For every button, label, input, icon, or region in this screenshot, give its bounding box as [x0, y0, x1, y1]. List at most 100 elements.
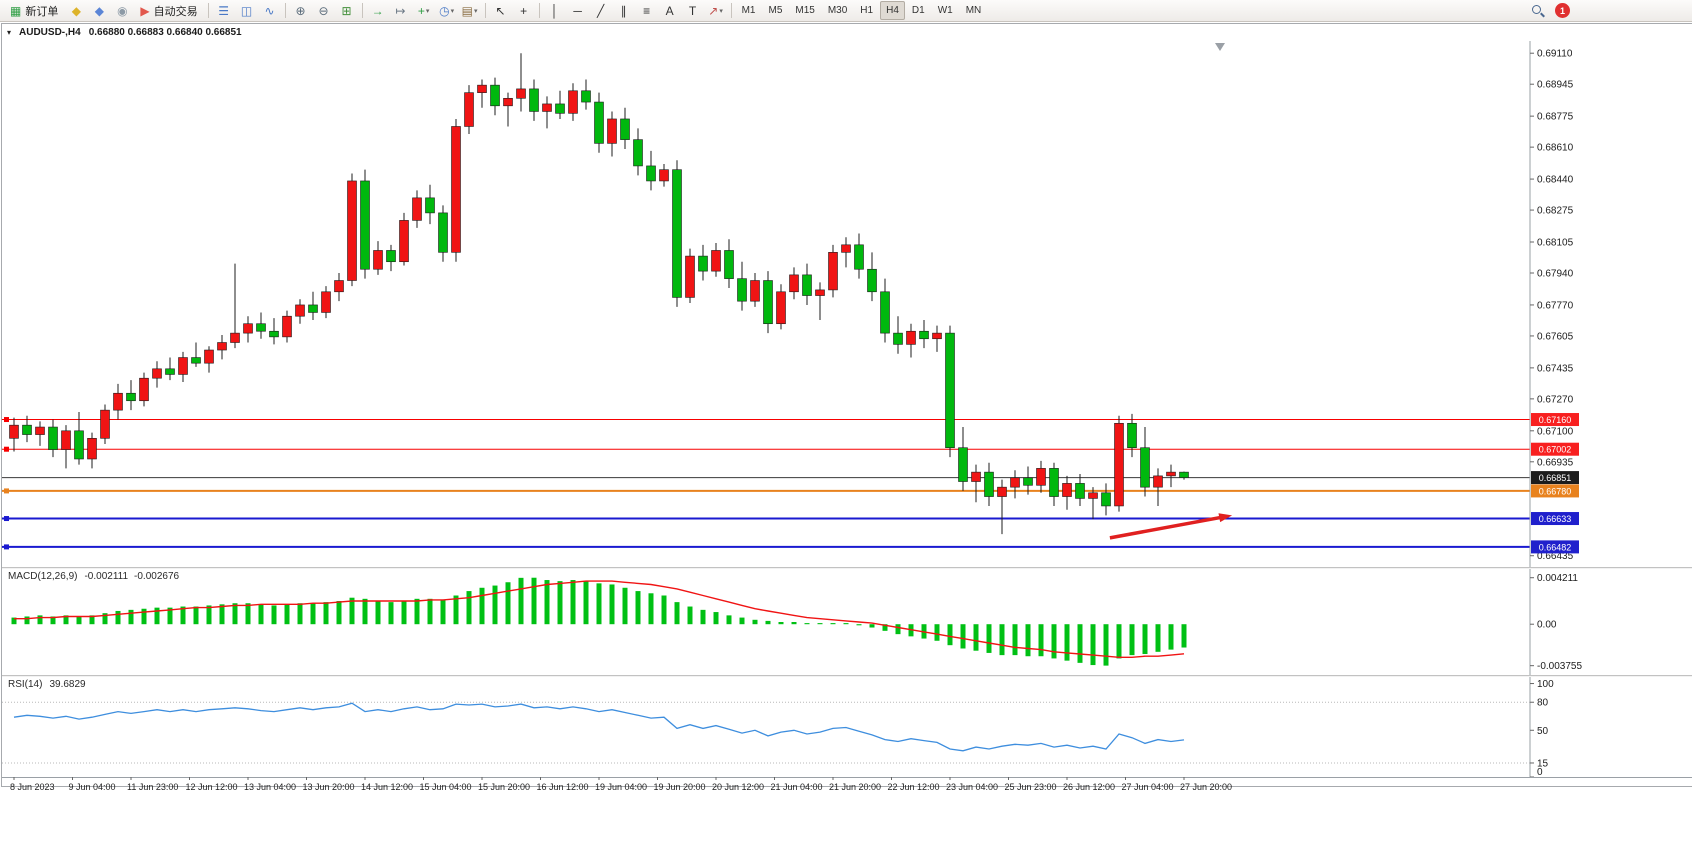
- candle-body: [360, 180, 370, 270]
- macd-bar: [947, 624, 953, 646]
- macd-bar: [115, 610, 121, 625]
- timeframe-h1[interactable]: H1: [860, 5, 874, 16]
- time-label: 19 Jun 20:00: [654, 782, 706, 792]
- macd-bar: [544, 580, 550, 625]
- periods-icon-glyph-icon: ◷: [439, 3, 450, 18]
- time-label: 11 Jun 23:00: [127, 782, 178, 792]
- metaeditor-icon[interactable]: ◆: [88, 1, 110, 21]
- channel-icon-glyph-icon: ∥: [620, 3, 627, 18]
- svg-text:0.67160: 0.67160: [1539, 415, 1572, 425]
- macd-bar: [219, 604, 225, 625]
- macd-panel: MACD(12,26,9) -0.002111 -0.002676 0.004211…: [2, 569, 1692, 675]
- candle-body: [568, 90, 578, 114]
- macd-bar: [713, 612, 719, 625]
- periods-icon[interactable]: ◷ ▾: [436, 1, 458, 21]
- horizontal-line-icon[interactable]: ─: [567, 1, 589, 21]
- timeframe-d1[interactable]: D1: [911, 5, 925, 16]
- arrows-icon[interactable]: ↗ ▾: [705, 1, 727, 21]
- annotation-arrow[interactable]: [1109, 514, 1227, 540]
- text-icon[interactable]: A: [659, 1, 681, 21]
- window-menu-icon[interactable]: ▾: [7, 28, 12, 37]
- candle-body: [776, 291, 786, 325]
- macd-histogram: [11, 577, 1187, 666]
- fibonacci-icon[interactable]: ≡: [636, 1, 658, 21]
- macd-bar: [440, 599, 446, 625]
- candlestick-chart-icon-glyph-icon: ◫: [240, 3, 253, 18]
- auto-trading-button[interactable]: ▶ 自动交易: [134, 1, 203, 21]
- time-label: 21 Jun 20:00: [829, 782, 881, 792]
- line-chart-icon[interactable]: ∿: [259, 1, 281, 21]
- resistance-line-lower-anchor[interactable]: [4, 446, 9, 452]
- price-chart[interactable]: 0.69110 0.68945 0.68775 0.68610 0.68440 0.682…: [2, 41, 1692, 567]
- support-line-orange-anchor[interactable]: [4, 488, 9, 494]
- timeframe-w1[interactable]: W1: [937, 5, 953, 16]
- price-tick-label: 0.68775: [1537, 112, 1574, 123]
- macd-bar: [661, 595, 667, 625]
- macd-bar: [869, 624, 875, 628]
- auto-scroll-icon[interactable]: →: [367, 1, 389, 21]
- macd-bar: [986, 624, 992, 653]
- timeframe-m1[interactable]: M1: [741, 5, 756, 16]
- timeframe-m15[interactable]: M15: [795, 5, 815, 16]
- zoom-out-icon[interactable]: ⊖: [313, 1, 335, 21]
- rsi-chart[interactable]: 100 80 50 150: [2, 677, 1692, 777]
- vertical-line-icon[interactable]: │: [544, 1, 566, 21]
- trendline-icon-glyph-icon: ╱: [596, 3, 605, 18]
- candle-body: [802, 274, 812, 296]
- zoom-out-icon-glyph-icon: ⊖: [318, 3, 329, 18]
- templates-icon[interactable]: ▤ ▾: [459, 1, 481, 21]
- support-line-blue-upper-anchor[interactable]: [4, 516, 9, 522]
- timeframe-h4[interactable]: H4: [880, 1, 905, 20]
- trendline-icon[interactable]: ╱: [590, 1, 612, 21]
- candle-body: [412, 197, 422, 221]
- chart-shift-icon[interactable]: ↦: [390, 1, 412, 21]
- indicators-icon[interactable]: + ▾: [413, 1, 435, 21]
- timeframe-m30[interactable]: M30: [827, 5, 848, 16]
- new-order-glyph-icon: ▦: [10, 3, 22, 18]
- candle-body: [1049, 468, 1059, 497]
- macd-chart[interactable]: 0.004211 0.00 -0.003755: [2, 569, 1692, 675]
- chevron-down-icon: ▾: [425, 7, 430, 15]
- crosshair-icon[interactable]: +: [513, 1, 535, 21]
- bar-chart-icon[interactable]: ☰: [213, 1, 235, 21]
- channel-icon[interactable]: ∥: [613, 1, 635, 21]
- candle-body: [1088, 492, 1098, 499]
- support-line-blue-lower-anchor[interactable]: [4, 544, 9, 550]
- panel-divider-macd[interactable]: [2, 567, 1692, 569]
- price-tick-label: 0.67605: [1537, 331, 1574, 342]
- cursor-icon[interactable]: ↖: [490, 1, 512, 21]
- macd-bar: [1155, 624, 1161, 652]
- resistance-line-lower-badge: 0.67002: [1531, 442, 1579, 456]
- candlestick-chart-icon[interactable]: ◫: [236, 1, 258, 21]
- macd-bar: [843, 623, 849, 625]
- macd-bar: [1012, 624, 1018, 656]
- toolbar-separator: [484, 3, 486, 18]
- notification-badge[interactable]: 1: [1555, 3, 1570, 18]
- new-order-button[interactable]: ▦ 新订单: [4, 1, 64, 21]
- search-icon[interactable]: [1531, 4, 1545, 18]
- candle-body: [152, 368, 162, 379]
- candle-body: [35, 426, 45, 435]
- macd-bar: [24, 616, 30, 625]
- macd-bar: [856, 624, 862, 626]
- macd-bar: [1090, 624, 1096, 666]
- zoom-in-icon[interactable]: ⊕: [290, 1, 312, 21]
- timeframe-mn[interactable]: MN: [965, 5, 982, 16]
- chart-shift-marker[interactable]: [1215, 43, 1225, 51]
- panel-divider-rsi[interactable]: [2, 675, 1692, 677]
- chevron-down-icon: ▾: [473, 7, 478, 15]
- navigator-icon[interactable]: ◆: [65, 1, 87, 21]
- macd-bar: [1103, 624, 1109, 666]
- price-tick-label: 0.66435: [1537, 551, 1574, 562]
- sounds-icon[interactable]: ◉: [111, 1, 133, 21]
- candle-body: [230, 332, 240, 343]
- resistance-line-upper-anchor[interactable]: [4, 417, 9, 423]
- label-icon[interactable]: T: [682, 1, 704, 21]
- candle-body: [789, 274, 799, 293]
- macd-bar: [271, 605, 277, 625]
- price-tick-label: 0.68275: [1537, 206, 1574, 217]
- candle-body: [594, 101, 604, 144]
- tile-windows-icon[interactable]: ⊞: [336, 1, 358, 21]
- macd-bar: [635, 591, 641, 625]
- timeframe-m5[interactable]: M5: [768, 5, 783, 16]
